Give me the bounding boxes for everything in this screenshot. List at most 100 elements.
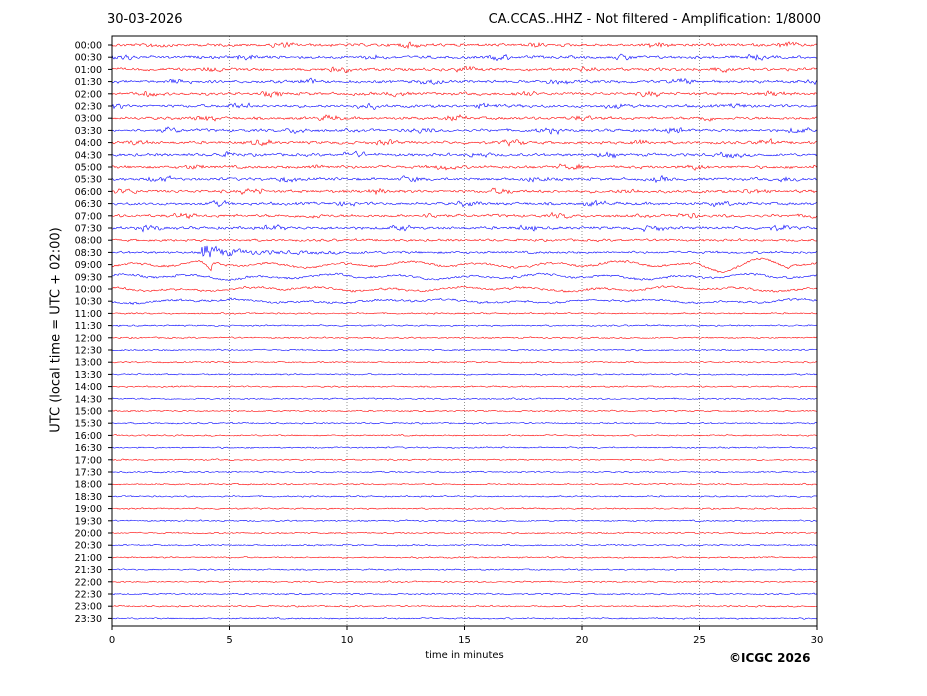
trace-line [111,126,818,135]
y-tick-label: 04:30 [75,150,102,161]
trace-line [111,507,818,510]
y-tick-label: 11:30 [75,321,102,332]
trace-line [111,238,818,243]
trace-line [111,409,818,413]
y-tick-label: 16:00 [75,431,102,442]
y-tick-label: 05:00 [75,163,102,174]
y-tick-label: 12:30 [75,346,102,357]
y-tick-label: 15:30 [75,419,102,430]
y-tick-label: 06:00 [75,187,102,198]
plot-date: 30-03-2026 [107,12,183,27]
y-tick-label: 02:00 [75,89,102,100]
trace-line [111,174,818,184]
x-tick-label: 25 [693,635,706,646]
x-tick-label: 0 [109,635,115,646]
y-tick-label: 16:30 [75,443,102,454]
x-tick-label: 15 [458,635,471,646]
x-tick-label: 5 [226,635,232,646]
y-tick-label: 08:00 [75,236,102,247]
trace-line [111,421,818,425]
y-tick-label: 06:30 [75,199,102,210]
trace-line [111,385,818,388]
y-tick-label: 21:30 [75,565,102,576]
y-tick-label: 01:30 [75,77,102,88]
y-tick-label: 03:00 [75,114,102,125]
trace-line [111,163,818,171]
trace-line [111,138,818,147]
y-tick-label: 22:30 [75,590,102,601]
trace-line [111,458,818,462]
trace-line [111,187,818,196]
trace-line [111,531,818,535]
y-tick-label: 10:00 [75,285,102,296]
trace-line [111,245,818,258]
trace-line [111,257,818,273]
trace-line [111,519,818,523]
trace-line [111,495,818,498]
trace-line [111,150,818,159]
y-tick-label: 19:30 [75,516,102,527]
y-tick-label: 08:30 [75,248,102,259]
y-tick-label: 20:30 [75,541,102,552]
x-axis-label: time in minutes [425,650,504,661]
y-tick-label: 14:00 [75,382,102,393]
trace-line [111,41,818,50]
trace-line [111,543,818,547]
y-tick-label: 13:30 [75,370,102,381]
y-tick-label: 17:30 [75,468,102,479]
trace-line [111,90,818,98]
plot-title: CA.CCAS..HHZ - Not filtered - Amplificat… [488,12,821,27]
trace-line [111,580,818,584]
y-axis-label: UTC (local time = UTC + 02:00) [48,227,64,433]
trace-line [111,272,818,282]
x-tick-label: 30 [811,635,824,646]
x-tick-label: 10 [341,635,354,646]
y-tick-label: 18:30 [75,492,102,503]
y-tick-label: 20:00 [75,529,102,540]
trace-line [111,77,818,86]
trace-line [111,470,818,474]
y-tick-label: 14:30 [75,394,102,405]
y-tick-label: 18:00 [75,480,102,491]
y-tick-label: 00:30 [75,53,102,64]
x-tick-label: 20 [576,635,589,646]
y-tick-label: 03:30 [75,126,102,137]
trace-line [111,397,818,401]
trace-line [111,312,818,315]
y-tick-label: 05:30 [75,175,102,186]
y-tick-label: 01:00 [75,65,102,76]
trace-line [111,224,818,233]
y-tick-label: 09:30 [75,272,102,283]
trace-line [111,482,818,486]
y-tick-label: 07:30 [75,224,102,235]
y-tick-label: 02:30 [75,102,102,113]
trace-line [111,114,818,122]
trace-line [111,348,818,352]
trace-line [111,434,818,437]
trace-line [111,65,818,74]
trace-line [111,297,818,305]
y-tick-label: 23:30 [75,614,102,625]
y-tick-label: 10:30 [75,297,102,308]
y-tick-label: 12:00 [75,333,102,344]
trace-line [111,617,818,620]
copyright-label: ©ICGC 2026 [729,651,811,665]
y-tick-label: 22:00 [75,577,102,588]
y-tick-label: 17:00 [75,455,102,466]
trace-line [111,373,818,376]
trace-line [111,360,818,364]
trace-line [111,324,818,327]
y-tick-label: 23:00 [75,602,102,613]
trace-line [111,568,818,571]
trace-line [111,446,818,449]
trace-line [111,102,818,110]
trace-line [111,592,818,596]
trace-line [111,604,818,608]
y-tick-label: 21:00 [75,553,102,564]
trace-line [111,211,818,220]
y-tick-label: 19:00 [75,504,102,515]
y-tick-label: 11:00 [75,309,102,320]
y-tick-label: 04:00 [75,138,102,149]
trace-line [111,556,818,559]
